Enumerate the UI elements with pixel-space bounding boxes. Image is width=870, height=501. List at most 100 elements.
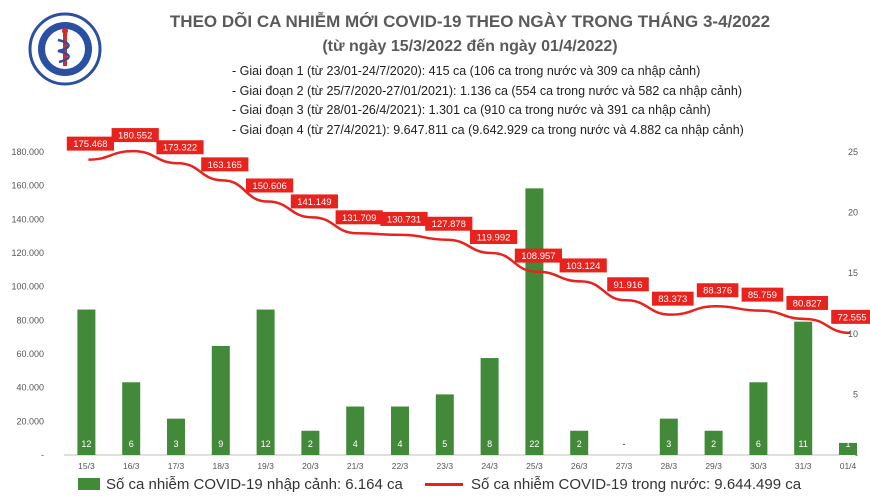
phase-summary-list: - Giai đoạn 1 (từ 23/01-24/7/2020): 415 … bbox=[232, 62, 744, 140]
x-axis-tick-label: 26/3 bbox=[571, 461, 588, 471]
bar-value-label: 11 bbox=[799, 439, 808, 449]
line-value-label-box bbox=[335, 210, 383, 225]
line-value-label: 175.468 bbox=[73, 139, 107, 150]
line-value-label: 173.322 bbox=[163, 143, 197, 154]
left-axis-tick-label: 20.000 bbox=[16, 416, 44, 426]
line-value-label: 119.992 bbox=[477, 233, 511, 244]
ministry-of-health-logo bbox=[28, 12, 102, 86]
bar-value-label: 4 bbox=[397, 439, 402, 449]
legend-item-line: Số ca nhiễm COVID-19 trong nước: 9.644.4… bbox=[425, 474, 801, 494]
bar-value-labels: 12 6 3 9 12 2 4 4 5 8 22 2-3 2 6 11 1 bbox=[81, 439, 850, 449]
bar-value-label: 9 bbox=[218, 439, 223, 449]
line-value-label: 72.555 bbox=[837, 312, 866, 323]
left-axis-tick-label: - bbox=[41, 450, 44, 460]
right-axis-tick-label: 25 bbox=[848, 147, 858, 157]
bar-value-label: 12 bbox=[81, 439, 91, 449]
bar bbox=[77, 309, 96, 455]
phase-4-summary: - Giai đoạn 4 (từ 27/4/2021): 9.647.811 … bbox=[232, 122, 744, 137]
left-axis-tick-label: 60.000 bbox=[16, 349, 44, 359]
line-value-label: 180.552 bbox=[118, 131, 152, 142]
bar-value-label: 8 bbox=[487, 439, 492, 449]
x-axis-tick-label: 28/3 bbox=[661, 461, 678, 471]
line-series bbox=[88, 149, 851, 335]
x-axis-tick-label: 22/3 bbox=[392, 461, 409, 471]
line-value-label-box bbox=[111, 128, 159, 143]
bar bbox=[211, 345, 230, 455]
line-value-label-box bbox=[201, 157, 249, 172]
line-value-label-box bbox=[741, 287, 784, 302]
right-axis-tick-label: 15 bbox=[848, 268, 858, 278]
legend-bar-swatch bbox=[78, 478, 100, 490]
bar bbox=[704, 430, 723, 455]
left-axis-tick-label: 180.000 bbox=[11, 147, 44, 157]
x-axis-tick-label: 20/3 bbox=[302, 461, 319, 471]
legend-bar-label: Số ca nhiễm COVID-19 nhập cảnh: 6.164 ca bbox=[106, 475, 403, 493]
line-value-label: 130.731 bbox=[387, 214, 421, 225]
bar bbox=[480, 358, 499, 455]
bar bbox=[122, 382, 141, 455]
x-axis-tick-label: 24/3 bbox=[481, 461, 498, 471]
right-axis-tick-label: 10 bbox=[848, 329, 858, 339]
bar-value-label: 3 bbox=[173, 439, 178, 449]
line-value-label: 85.759 bbox=[748, 290, 777, 301]
legend-item-bar: Số ca nhiễm COVID-19 nhập cảnh: 6.164 ca bbox=[78, 474, 403, 494]
line-value-label-box bbox=[831, 309, 870, 324]
bar-value-label: 4 bbox=[353, 439, 358, 449]
x-axis-tick-label: 25/3 bbox=[526, 461, 543, 471]
x-axis-tick-label: 21/3 bbox=[347, 461, 364, 471]
bar-value-label: - bbox=[623, 439, 626, 449]
line-value-label: 131.709 bbox=[342, 213, 376, 224]
line-value-label-box bbox=[559, 258, 607, 273]
legend-line-label: Số ca nhiễm COVID-19 trong nước: 9.644.4… bbox=[471, 475, 802, 493]
x-axis-tick-label: 19/3 bbox=[257, 461, 274, 471]
line-value-label-box bbox=[66, 136, 114, 151]
bar bbox=[301, 430, 320, 455]
line-value-labels: 175.468 180.552 173.322 163.165 150.606 141.1… bbox=[66, 128, 870, 324]
line-value-label: 141.149 bbox=[297, 197, 331, 208]
x-axis-tick-label: 18/3 bbox=[213, 461, 230, 471]
x-axis-tick-label: 27/3 bbox=[616, 461, 633, 471]
bar bbox=[659, 418, 678, 455]
right-axis-tick-label: 5 bbox=[853, 389, 858, 399]
chart-subtitle: (từ ngày 15/3/2022 đến ngày 01/4/2022) bbox=[322, 38, 618, 55]
phase-2-summary: - Giai đoạn 2 (từ 25/7/2020-27/01/2021):… bbox=[232, 83, 742, 98]
left-axis-tick-label: 80.000 bbox=[16, 315, 44, 325]
line-value-label-box bbox=[380, 211, 428, 226]
x-axis-tick-label: 16/3 bbox=[123, 461, 140, 471]
bar-value-label: 12 bbox=[261, 439, 271, 449]
line-value-label-box bbox=[425, 216, 473, 231]
line-value-label-box bbox=[290, 194, 338, 209]
bar-value-label: 6 bbox=[756, 439, 761, 449]
line-value-label-box bbox=[607, 277, 649, 292]
x-axis-tick-label: 23/3 bbox=[437, 461, 454, 471]
line-value-label: 103.124 bbox=[566, 261, 600, 272]
x-axis-tick-labels: 15/3 16/3 17/3 18/3 19/3 20/3 21/3 22/3 23/3 24/3… bbox=[78, 461, 856, 471]
x-axis-tick-label: 15/3 bbox=[78, 461, 95, 471]
left-axis: - 20.000 40.000 60.000 80.000 100.000 120.000 1… bbox=[11, 147, 44, 460]
bar-series bbox=[77, 188, 857, 456]
bar bbox=[435, 394, 454, 455]
bar bbox=[256, 309, 275, 455]
line-value-label-box bbox=[470, 230, 518, 245]
line-value-label-box bbox=[786, 295, 828, 310]
line-value-label: 91.916 bbox=[613, 280, 642, 291]
line-value-label: 108.957 bbox=[521, 251, 555, 262]
bar-value-label: 3 bbox=[666, 439, 671, 449]
line-series-path bbox=[88, 149, 851, 335]
line-value-label-box bbox=[156, 140, 204, 155]
bar bbox=[749, 382, 768, 455]
phase-1-summary: - Giai đoạn 1 (từ 23/01-24/7/2020): 415 … bbox=[232, 64, 701, 78]
bar bbox=[525, 188, 544, 456]
legend-line-swatch bbox=[425, 482, 463, 486]
x-axis-tick-label: 31/3 bbox=[795, 461, 812, 471]
left-axis-tick-label: 140.000 bbox=[11, 214, 44, 224]
bar bbox=[346, 406, 365, 455]
bar bbox=[794, 321, 813, 455]
line-value-label: 127.878 bbox=[432, 219, 466, 230]
bar-value-label: 22 bbox=[529, 439, 539, 449]
line-value-label-box bbox=[514, 248, 562, 263]
x-axis-tick-label: 29/3 bbox=[705, 461, 722, 471]
line-value-label: 163.165 bbox=[208, 160, 242, 171]
